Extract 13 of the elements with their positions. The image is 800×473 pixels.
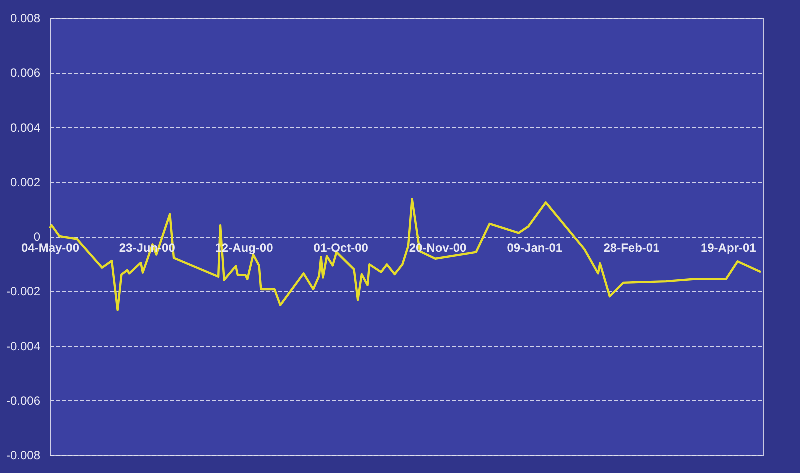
x-tick-label: 01-Oct-00 [314, 241, 369, 255]
y-tick-label: -0.004 [6, 339, 41, 354]
y-tick-label: 0 [34, 230, 41, 244]
y-tick-label: -0.006 [6, 394, 41, 408]
x-tick-label: 09-Jan-01 [507, 241, 563, 255]
y-tick-label: 0.004 [10, 120, 41, 135]
y-tick-label: 0.002 [10, 175, 41, 190]
y-tick-label: -0.002 [6, 284, 41, 299]
x-tick-label: 28-Feb-01 [604, 241, 660, 255]
y-tick-label: -0.008 [6, 448, 41, 462]
y-tick-label: 0.006 [10, 66, 41, 80]
y-tick-label: 0.008 [10, 12, 41, 26]
x-tick-label: 19-Apr-01 [700, 241, 757, 255]
